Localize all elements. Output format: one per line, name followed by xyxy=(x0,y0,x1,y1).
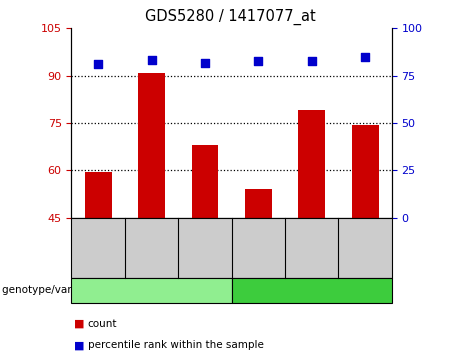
Text: GSM336408: GSM336408 xyxy=(307,218,317,277)
Point xyxy=(254,58,262,63)
Text: control: control xyxy=(131,284,172,297)
Text: percentile rank within the sample: percentile rank within the sample xyxy=(88,340,264,350)
Text: count: count xyxy=(88,319,117,329)
Bar xyxy=(192,145,219,218)
Text: GSM336407: GSM336407 xyxy=(254,218,263,277)
Text: GSM335971: GSM335971 xyxy=(93,218,103,278)
Bar xyxy=(138,73,165,218)
Bar xyxy=(85,172,112,218)
Bar xyxy=(352,125,378,218)
Bar xyxy=(245,189,272,218)
Point xyxy=(361,54,369,59)
Text: GDS5280 / 1417077_at: GDS5280 / 1417077_at xyxy=(145,9,316,25)
Point xyxy=(308,59,315,64)
Text: GSM336409: GSM336409 xyxy=(360,218,370,277)
Text: ■: ■ xyxy=(74,319,84,329)
Point xyxy=(95,62,102,67)
Text: GSM336406: GSM336406 xyxy=(200,218,210,277)
Text: GSM336405: GSM336405 xyxy=(147,218,157,277)
Bar xyxy=(298,110,325,218)
Point xyxy=(201,61,209,66)
Text: SRF null: SRF null xyxy=(288,284,336,297)
Point xyxy=(148,57,155,62)
Text: genotype/variation ▶: genotype/variation ▶ xyxy=(2,285,112,295)
Text: ■: ■ xyxy=(74,340,84,350)
